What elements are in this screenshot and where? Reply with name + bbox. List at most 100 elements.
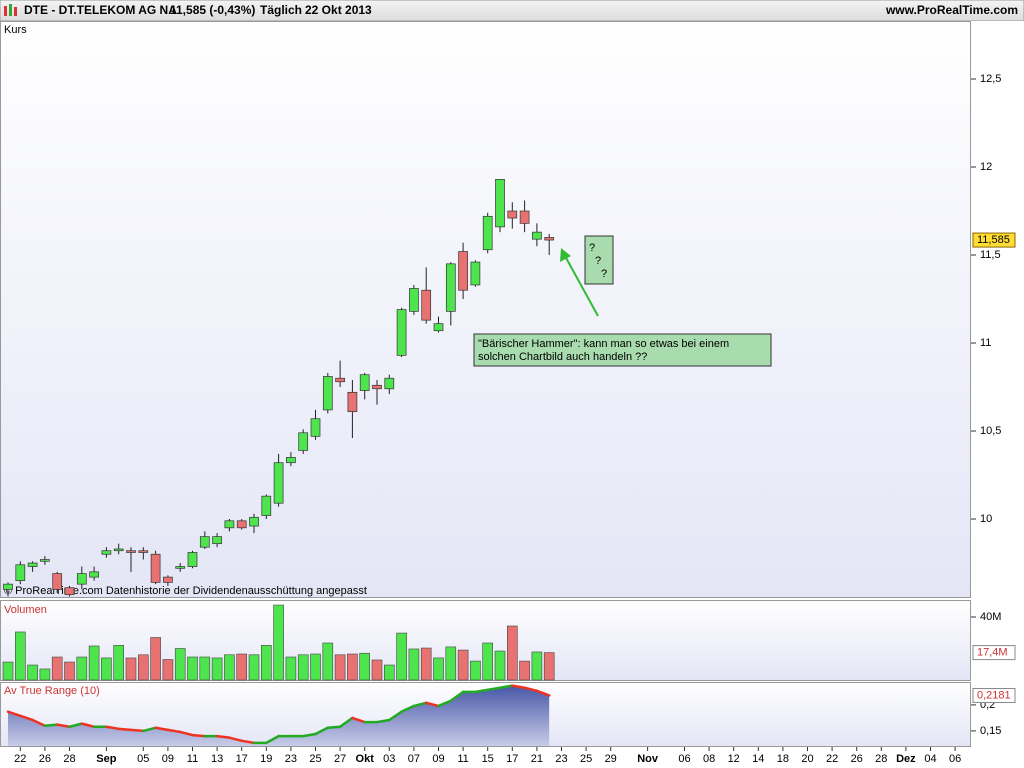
panel-label: Kurs — [4, 24, 27, 36]
volume-bar — [15, 631, 26, 681]
candle-body — [286, 457, 296, 464]
volume-bar — [236, 653, 247, 681]
candle-body — [495, 178, 505, 228]
atr-line — [240, 739, 256, 745]
atr-line — [486, 686, 502, 692]
volume-bar — [2, 661, 14, 681]
candle-body — [335, 377, 345, 383]
candle-body — [409, 288, 419, 312]
arrow — [560, 248, 599, 317]
volume-bar — [125, 657, 137, 681]
x-tick-label: 11 — [187, 753, 198, 765]
atr-line — [400, 704, 416, 713]
x-tick-label: 04 — [924, 753, 936, 765]
atr-line — [412, 701, 428, 708]
volume-bar — [211, 657, 223, 681]
x-tick-label: 15 — [482, 753, 494, 765]
candle-body — [236, 520, 247, 529]
atr-line — [326, 725, 342, 730]
volume-bar — [174, 648, 186, 681]
candle-body — [52, 573, 63, 590]
volume-bar — [88, 645, 100, 681]
atr-line — [178, 730, 194, 737]
volume-bar — [101, 657, 112, 681]
atr-line — [265, 734, 280, 745]
note-box — [473, 333, 772, 367]
candle-body — [163, 576, 173, 583]
atr-line — [6, 710, 22, 718]
candle-body — [433, 323, 444, 332]
atr-line — [424, 701, 440, 708]
volume-bar — [273, 604, 284, 681]
volume-bar — [506, 625, 518, 681]
x-tick-label: Sep — [96, 753, 116, 765]
x-tick-label: 08 — [703, 753, 715, 765]
atr-line — [314, 726, 330, 736]
atr-line — [338, 716, 354, 728]
x-tick-label: 23 — [555, 753, 567, 765]
atr-line — [43, 723, 59, 727]
volume-bar — [482, 642, 494, 681]
candle-body — [396, 309, 407, 356]
footnote: © ProRealTime.com Datenhistorie der Divi… — [4, 585, 367, 597]
x-tick-label: 09 — [432, 753, 444, 765]
candle-body — [372, 384, 382, 390]
candle-body — [532, 231, 542, 240]
candle-body — [261, 495, 272, 516]
last-value-box — [972, 645, 1016, 661]
x-tick-label: 11 — [457, 753, 468, 765]
candle-body — [76, 573, 87, 585]
note-text: solchen Chartbild auch handeln ?? — [478, 351, 647, 363]
y-axis-area — [971, 21, 1024, 747]
y-tick-label: 11 — [980, 337, 991, 349]
volume-bar — [150, 637, 161, 681]
volume-bar — [224, 654, 235, 681]
y-tick-label: 12,5 — [980, 73, 1001, 85]
x-tick-label: 25 — [309, 753, 321, 765]
candle-body — [273, 462, 284, 504]
last-value-label: 17,4M — [977, 647, 1008, 659]
volume-bar — [334, 654, 346, 681]
atr-line — [154, 726, 170, 732]
app-icon — [4, 4, 17, 16]
x-tick-label: 09 — [162, 753, 174, 765]
y-tick-label: 0,15 — [980, 725, 1001, 737]
volume-bar — [408, 648, 420, 681]
x-tick-label: 13 — [211, 753, 223, 765]
last-value-label: 0,2181 — [977, 689, 1011, 701]
candle-body — [445, 263, 456, 312]
atr-line — [498, 684, 514, 689]
volume-bar — [187, 656, 198, 681]
symbol: DTE - DT.TELEKOM AG NA — [24, 3, 177, 17]
atr-line — [80, 722, 96, 728]
candle-body — [113, 548, 124, 552]
x-tick-label: 06 — [678, 753, 690, 765]
volume-bar — [494, 650, 506, 681]
candle-body — [175, 566, 186, 569]
candle-body — [138, 550, 149, 553]
note-text: ? — [589, 242, 595, 254]
candle-body — [470, 261, 481, 286]
candle-body — [40, 559, 50, 562]
candle-body — [322, 376, 333, 411]
x-tick-label: 26 — [39, 753, 51, 765]
candle-body — [27, 562, 38, 567]
y-tick-label: 12 — [980, 161, 992, 173]
atr-line — [19, 714, 34, 722]
x-tick-label: 28 — [63, 753, 75, 765]
x-tick-label: 03 — [383, 753, 395, 765]
volume-bar — [76, 656, 88, 681]
candle-body — [384, 377, 395, 390]
volume-bar — [359, 652, 371, 681]
date: 22 Okt 2013 — [305, 3, 372, 17]
y-tick-label: 11,5 — [980, 249, 1001, 261]
note-text: "Bärischer Hammer": kann man so etwas be… — [478, 338, 729, 350]
volume-bar — [433, 657, 444, 681]
x-tick-label: 07 — [408, 753, 420, 765]
volume-bar — [39, 668, 51, 681]
atr-line — [301, 732, 317, 738]
volume-bar — [162, 659, 174, 681]
volume-bar — [519, 660, 530, 681]
candle-body — [298, 432, 309, 451]
